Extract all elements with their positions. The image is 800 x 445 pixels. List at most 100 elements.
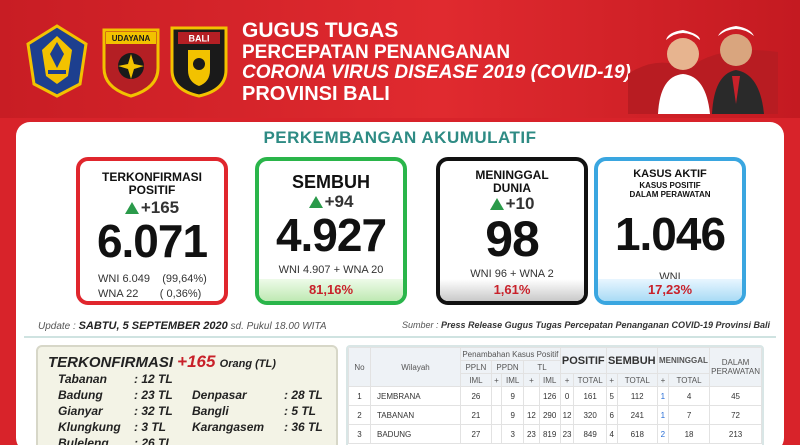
stat-confirmed-value: 6.071 <box>96 215 208 268</box>
col-penambahan: Penambahan Kasus Positif <box>460 347 561 361</box>
table-row: 1 JEMBRANA 26 9 126 0 161 5 112 1 4 45 <box>348 386 762 406</box>
sub-iml: IML <box>501 373 525 387</box>
region-value: : 5 TL <box>284 404 316 418</box>
cell-no: 2 <box>348 405 371 425</box>
stat-active-subtitle-2: DALAM PERAWATAN <box>629 189 711 199</box>
cell-tl: 126 <box>538 386 561 406</box>
stat-confirmed-title: TERKONFIRMASI POSITIF <box>102 170 202 197</box>
header-title-3: CORONA VIRUS DISEASE 2019 (COVID-19) <box>242 62 631 84</box>
table-row: 3 BADUNG 27 3 23 819 23 849 4 618 2 18 2… <box>348 424 762 444</box>
sub-plus: + <box>490 373 503 387</box>
police-logo-text: BALI <box>189 34 210 44</box>
sub-total: TOTAL <box>667 373 711 387</box>
region-name: Gianyar <box>58 404 103 418</box>
cell-men-add: 2 <box>656 424 670 444</box>
stat-active-value: 1.046 <box>614 207 726 260</box>
region-table: No Wilayah Penambahan Kasus Positif POSI… <box>346 345 764 445</box>
cell-ppdn-add <box>490 405 503 425</box>
sub-iml: IML <box>460 373 492 387</box>
region-table-grid: No Wilayah Penambahan Kasus Positif POSI… <box>348 347 762 444</box>
region-name: Badung <box>58 388 103 402</box>
col-no: No <box>348 347 371 387</box>
cell-ppln: 26 <box>460 386 492 406</box>
stat-deaths-percent: 1,61% <box>440 279 584 301</box>
cell-pos-total: 161 <box>573 386 607 406</box>
region-item: Buleleng <box>58 436 109 445</box>
header-title-2: PERCEPATAN PENANGANAN <box>242 41 511 63</box>
cell-men-total: 18 <box>667 424 711 444</box>
region-name: Buleleng <box>58 436 109 445</box>
source-line: Sumber : Press Release Gugus Tugas Perce… <box>402 320 770 330</box>
cell-pos-add: 23 <box>559 424 575 444</box>
cell-men-add: 1 <box>656 386 670 406</box>
stat-confirmed-delta: +165 <box>80 198 224 218</box>
region-value: : 32 TL <box>134 404 173 418</box>
confirmed-regions-box <box>36 345 338 445</box>
update-line: Update : SABTU, 5 SEPTEMBER 2020 sd. Puk… <box>38 320 327 332</box>
region-table-body: 1 JEMBRANA 26 9 126 0 161 5 112 1 4 45 2… <box>348 386 762 444</box>
police-bali-logo: BALI <box>170 26 228 98</box>
cell-no: 1 <box>348 386 371 406</box>
sub-total: TOTAL <box>573 373 607 387</box>
region-value: : 36 TL <box>284 420 323 434</box>
stat-deaths: MENINGGAL DUNIA +10 98 WNI 96 + WNA 2 1,… <box>436 157 588 305</box>
cell-men-add: 1 <box>656 405 670 425</box>
col-perawatan-text: PERAWATAN <box>711 367 760 376</box>
cell-ppln: 27 <box>460 424 492 444</box>
stat-recovered-percent: 81,16% <box>259 279 403 301</box>
col-sembuh: SEMBUH <box>605 347 658 374</box>
col-dalam-perawatan: DALAM PERAWATAN <box>709 347 762 387</box>
stat-active-subtitle-1: KASUS POSITIF <box>639 180 701 190</box>
cell-tl: 290 <box>538 405 561 425</box>
stat-active-percent: 17,23% <box>598 279 742 301</box>
cell-pos-add: 0 <box>559 386 575 406</box>
cell-name: JEMBRANA <box>370 386 461 406</box>
cell-rawat: 72 <box>709 405 762 425</box>
stat-confirmed: TERKONFIRMASI POSITIF +165 6.071 WNI 6.0… <box>76 157 228 305</box>
cell-ppdn-add <box>490 424 503 444</box>
stat-confirmed-wni: WNI 6.049 (99,64%) <box>98 273 207 286</box>
sub-total: TOTAL <box>616 373 658 387</box>
col-ppdn: PPDN <box>490 360 525 374</box>
source-text: Press Release Gugus Tugas Percepatan Pen… <box>441 320 770 330</box>
cell-pos-total: 320 <box>573 405 607 425</box>
stat-deaths-delta: +10 <box>440 194 584 214</box>
cell-sem-add: 4 <box>605 424 618 444</box>
region-value: : 12 TL <box>134 372 173 386</box>
cell-ppdn-add <box>490 386 503 406</box>
cell-rawat: 213 <box>709 424 762 444</box>
header-titles: GUGUS TUGAS PERCEPATAN PENANGANAN CORONA… <box>242 19 631 105</box>
cell-sem-total: 112 <box>616 386 658 406</box>
cell-ppln: 21 <box>460 405 492 425</box>
col-positif: POSITIF <box>559 347 607 374</box>
cell-tl-add: 12 <box>523 405 540 425</box>
sub-plus: + <box>605 373 618 387</box>
sub-plus: + <box>656 373 670 387</box>
divider <box>24 336 776 338</box>
cell-name: BADUNG <box>370 424 461 444</box>
update-label: Update <box>38 321 71 332</box>
region-name: Denpasar <box>192 388 247 402</box>
stat-active: KASUS AKTIF KASUS POSITIF DALAM PERAWATA… <box>594 157 746 305</box>
update-date: SABTU, 5 SEPTEMBER 2020 <box>78 320 228 332</box>
sub-plus: + <box>523 373 540 387</box>
cell-sem-add: 5 <box>605 386 618 406</box>
cell-ppdn: 9 <box>501 386 525 406</box>
region-value: : 23 TL <box>134 388 173 402</box>
stat-recovered-delta: +94 <box>259 192 403 212</box>
region-item: Klungkung <box>58 420 121 434</box>
region-item: Karangasem <box>192 420 264 434</box>
stat-active-title: KASUS AKTIF <box>633 168 707 180</box>
stat-recovered-delta-text: +94 <box>324 191 354 211</box>
stat-deaths-breakdown: WNI 96 + WNA 2 <box>470 268 554 281</box>
stat-deaths-delta-text: +10 <box>505 194 535 214</box>
cell-pos-total: 849 <box>573 424 607 444</box>
table-row: 2 TABANAN 21 9 12 290 12 320 6 241 1 7 7… <box>348 405 762 425</box>
region-value: : 3 TL <box>134 420 166 434</box>
stat-recovered-title: SEMBUH <box>291 172 370 192</box>
stat-recovered: SEMBUH +94 4.927 WNI 4.907 + WNA 20 81,1… <box>255 157 407 305</box>
col-wilayah: Wilayah <box>370 347 461 387</box>
col-dalam-text: DALAM <box>721 358 750 367</box>
region-item: Bangli <box>192 404 229 418</box>
region-name: Karangasem <box>192 420 265 434</box>
